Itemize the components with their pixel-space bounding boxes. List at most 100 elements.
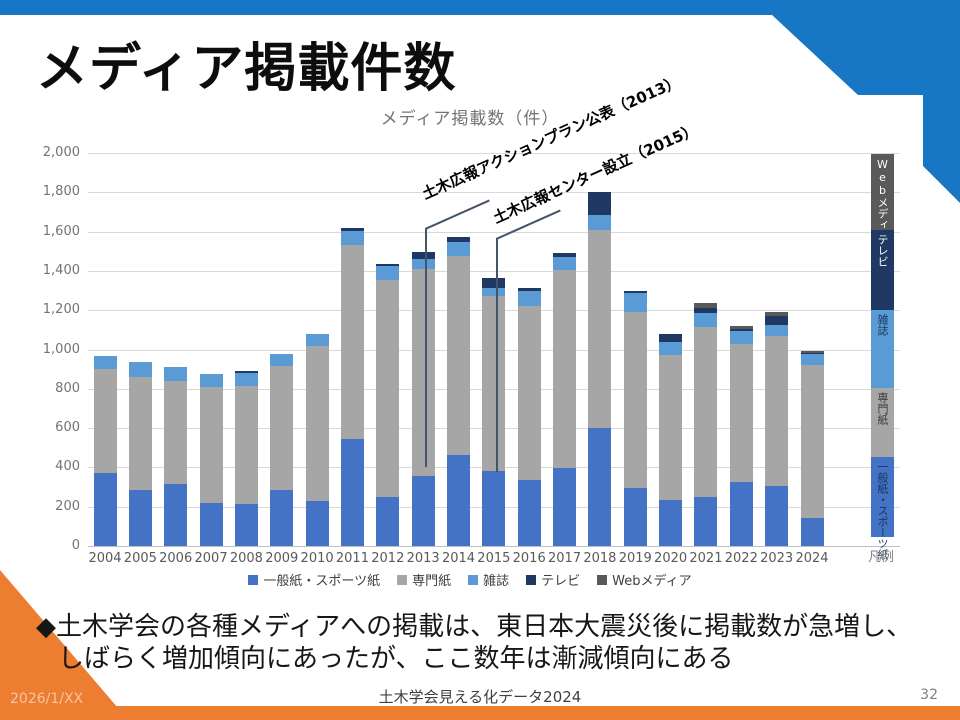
bar-segment-2022-一般紙・スポーツ紙 (729, 482, 753, 546)
bar-segment-2016-一般紙・スポーツ紙 (517, 480, 541, 546)
bar-segment-2016-雑誌 (517, 290, 541, 307)
bar-segment-2011-雑誌 (340, 230, 364, 246)
legend-label-Webメディア: Webメディア (612, 574, 692, 589)
side-legend-segment-Webメディア: Webメディア (871, 154, 894, 241)
bar-segment-2013-一般紙・スポーツ紙 (411, 476, 435, 546)
x-axis-label-2024: 2024 (795, 551, 829, 566)
y-axis-tick-1400: 1,400 (42, 262, 80, 278)
bar-segment-2021-テレビ (694, 308, 718, 314)
bar-segment-2022-専門紙 (729, 343, 753, 483)
bar-segment-2021-一般紙・スポーツ紙 (694, 496, 718, 546)
body-text-line2: しばらく増加傾向にあったが、ここ数年は漸減傾向にある (58, 644, 734, 674)
bar-segment-2019-テレビ (623, 290, 647, 294)
y-axis-tick-200: 200 (55, 498, 80, 514)
y-axis-tick-600: 600 (55, 420, 80, 436)
bar-segment-2012-雑誌 (376, 265, 400, 280)
x-axis-label-2010: 2010 (300, 551, 334, 566)
bar-segment-2007-専門紙 (199, 386, 223, 503)
annotation-line-2013 (425, 228, 427, 467)
bar-segment-2012-一般紙・スポーツ紙 (376, 496, 400, 546)
x-axis-label-2015: 2015 (477, 551, 511, 566)
bar-segment-2023-雑誌 (765, 324, 789, 336)
annotation-line-2015 (496, 238, 498, 472)
bottom-banner-bar (0, 706, 960, 720)
bar-segment-2010-雑誌 (305, 333, 329, 346)
side-legend-label-Webメディア: Webメディア (876, 158, 889, 241)
bar-segment-2024-雑誌 (800, 354, 824, 366)
x-axis-label-2008: 2008 (229, 551, 263, 566)
bar-segment-2019-一般紙・スポーツ紙 (623, 488, 647, 546)
bar-segment-2013-テレビ (411, 252, 435, 260)
gridline-2000 (88, 153, 900, 154)
bar-segment-2004-雑誌 (93, 356, 117, 370)
legend-item-テレビ: テレビ (526, 570, 580, 589)
bar-segment-2004-専門紙 (93, 369, 117, 474)
x-axis-label-2020: 2020 (654, 551, 688, 566)
bar-segment-2004-一般紙・スポーツ紙 (93, 473, 117, 546)
side-legend-segment-一般紙・スポーツ紙: 一般紙・スポーツ紙 (871, 457, 894, 560)
bar-segment-2013-雑誌 (411, 259, 435, 269)
bar-segment-2018-一般紙・スポーツ紙 (588, 428, 612, 546)
bar-segment-2014-専門紙 (447, 256, 470, 455)
bar-segment-2022-雑誌 (729, 330, 753, 344)
bar-segment-2008-一般紙・スポーツ紙 (234, 503, 258, 546)
chart-title: メディア掲載数（件） (380, 109, 560, 129)
bar-segment-2024-テレビ (800, 353, 824, 355)
footer-date: 2026/1/XX (10, 691, 84, 707)
bar-segment-2012-専門紙 (376, 279, 400, 497)
legend-label-一般紙・スポーツ紙: 一般紙・スポーツ紙 (263, 574, 381, 589)
bar-segment-2020-雑誌 (659, 341, 683, 356)
bar-segment-2017-一般紙・スポーツ紙 (553, 468, 577, 546)
y-axis-tick-1600: 1,600 (42, 223, 80, 239)
x-axis-label-2017: 2017 (548, 551, 582, 566)
bar-segment-2020-一般紙・スポーツ紙 (659, 499, 683, 546)
top-banner-bar (0, 0, 960, 15)
footer-page-number: 32 (920, 687, 938, 703)
bar-segment-2017-テレビ (553, 253, 577, 258)
bar-segment-2018-専門紙 (588, 229, 612, 429)
bar-segment-2005-一般紙・スポーツ紙 (128, 489, 152, 546)
bar-segment-2008-雑誌 (234, 373, 258, 386)
gridline-1600 (88, 231, 900, 233)
side-legend-label-テレビ: テレビ (876, 234, 889, 267)
legend-swatch-雑誌 (468, 574, 479, 585)
bar-segment-2009-雑誌 (270, 354, 294, 367)
bar-segment-2015-専門紙 (482, 296, 506, 472)
bar-segment-2012-テレビ (376, 264, 400, 266)
x-axis-label-2018: 2018 (583, 551, 617, 566)
bar-segment-2011-専門紙 (340, 245, 364, 439)
x-axis-label-2019: 2019 (618, 551, 652, 566)
bar-segment-2018-雑誌 (588, 214, 612, 230)
bar-segment-2005-専門紙 (128, 377, 152, 490)
bar-segment-2005-雑誌 (128, 362, 152, 377)
legend-label-雑誌: 雑誌 (483, 574, 510, 589)
bar-segment-2019-雑誌 (623, 293, 647, 313)
bar-segment-2022-テレビ (729, 328, 753, 331)
body-text-line1: ◆土木学会の各種メディアへの掲載は、東日本大震災後に掲載数が急増し、 (36, 612, 913, 642)
annotation-underline-2013 (425, 199, 490, 230)
side-legend-segment-雑誌: 雑誌 (871, 310, 894, 388)
x-axis-label-2012: 2012 (371, 551, 405, 566)
bar-segment-2009-専門紙 (270, 366, 294, 490)
x-axis-label-2021: 2021 (689, 551, 723, 566)
gridline-1800 (88, 192, 900, 194)
gridline-0 (88, 546, 900, 547)
page-title: メディア掲載件数 (36, 39, 457, 99)
bar-segment-2010-一般紙・スポーツ紙 (305, 500, 329, 546)
bar-segment-2006-一般紙・スポーツ紙 (164, 484, 188, 546)
bar-segment-2011-一般紙・スポーツ紙 (340, 438, 364, 546)
legend-swatch-Webメディア (597, 574, 608, 585)
bar-segment-2015-雑誌 (482, 287, 506, 297)
bar-segment-2024-一般紙・スポーツ紙 (800, 518, 824, 546)
legend-item-一般紙・スポーツ紙: 一般紙・スポーツ紙 (248, 570, 380, 589)
bar-segment-2017-専門紙 (553, 269, 577, 469)
x-axis-label-2022: 2022 (724, 551, 758, 566)
bar-segment-2024-Webメディア (800, 351, 824, 354)
legend-swatch-一般紙・スポーツ紙 (248, 574, 259, 585)
side-legend-segment-専門紙: 専門紙 (871, 388, 894, 457)
bar-segment-2015-テレビ (482, 277, 506, 288)
gridline-1400 (88, 270, 900, 272)
y-axis-tick-2000: 2,000 (42, 145, 80, 160)
x-axis-label-2004: 2004 (88, 551, 122, 566)
